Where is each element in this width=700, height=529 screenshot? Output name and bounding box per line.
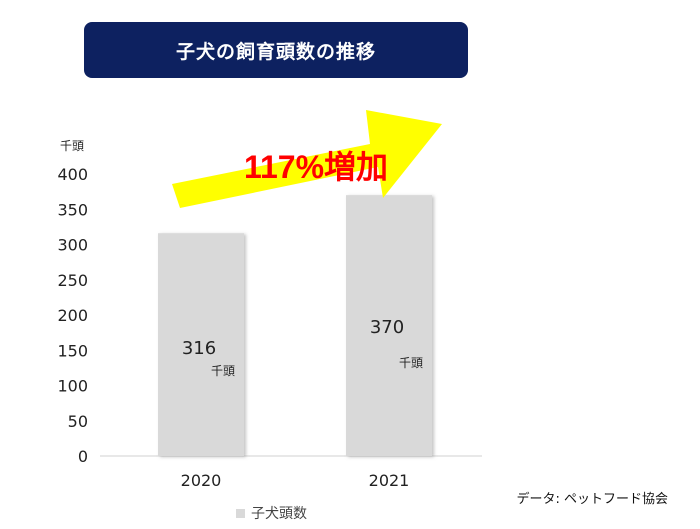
increase-arrow-shape: [172, 110, 442, 208]
legend-swatch: [236, 508, 245, 518]
y-tick-label: 250: [57, 271, 88, 290]
increase-arrow: [172, 110, 442, 208]
y-tick-label: 300: [57, 236, 88, 255]
y-tick-label: 0: [78, 447, 88, 466]
y-tick-label: 400: [57, 165, 88, 184]
y-tick-label: 150: [57, 341, 88, 360]
y-unit-label: 千頭: [60, 139, 84, 153]
y-axis: 0 50 100 150 200 250 300 350 400: [57, 165, 88, 466]
x-tick-label: 2021: [369, 471, 410, 490]
y-tick-label: 350: [57, 200, 88, 219]
y-tick-label: 200: [57, 306, 88, 325]
y-tick-label: 100: [57, 377, 88, 396]
bar-value-label: 370: [370, 317, 404, 338]
bars: 316 千頭 2020 370 千頭 2021: [158, 195, 432, 490]
bar-unit-label: 千頭: [211, 364, 235, 378]
legend-label: 子犬頭数: [251, 506, 307, 522]
bar-unit-label: 千頭: [399, 356, 423, 370]
bar-2020: [158, 233, 244, 456]
legend: 子犬頭数: [236, 503, 307, 523]
title-banner: 子犬の飼育頭数の推移: [84, 22, 468, 78]
bar-2021: [346, 195, 432, 456]
x-tick-label: 2020: [181, 471, 222, 490]
bar-value-label: 316: [182, 338, 216, 359]
increase-annotation: 117%増加: [244, 149, 388, 185]
source-credit: データ: ペットフード協会: [516, 492, 668, 507]
chart-title: 子犬の飼育頭数の推移: [175, 40, 376, 63]
y-tick-label: 50: [68, 412, 88, 431]
